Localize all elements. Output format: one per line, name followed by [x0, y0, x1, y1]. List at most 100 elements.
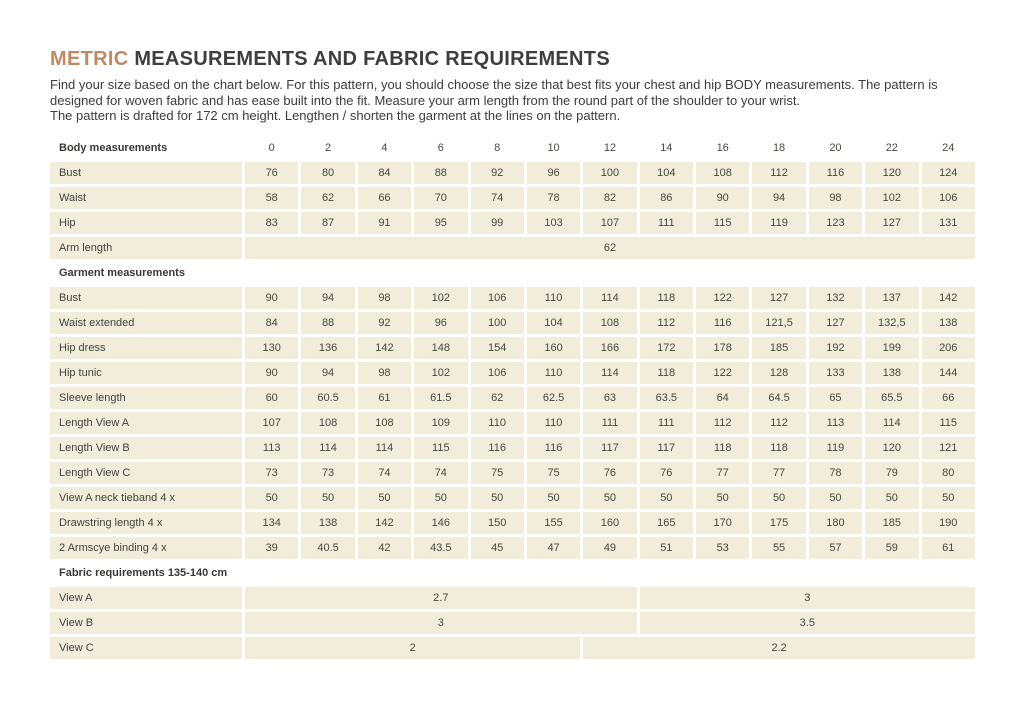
row-label: Length View A [50, 411, 242, 434]
value-cell: 128 [752, 361, 806, 384]
value-cell: 114 [357, 436, 412, 459]
row-label: Sleeve length [50, 386, 242, 409]
value-cell: 40.5 [301, 536, 355, 559]
value-cell: 61 [921, 536, 975, 559]
value-cell: 47 [526, 536, 581, 559]
value-cell: 130 [245, 336, 299, 359]
value-cell: 110 [526, 286, 581, 309]
value-cell: 42 [357, 536, 412, 559]
value-cell: 50 [921, 486, 975, 509]
value-cell: 206 [921, 336, 975, 359]
value-cell: 50 [583, 486, 637, 509]
body-row: Bust 76 80 84 88 92 96 100 104 108 112 116 120 124 [50, 161, 975, 184]
value-cell: 64.5 [752, 386, 806, 409]
value-cell: 110 [470, 411, 524, 434]
value-cell: 50 [865, 486, 919, 509]
row-label: Length View C [50, 461, 242, 484]
value-cell: 59 [865, 536, 919, 559]
value-cell: 96 [526, 161, 581, 184]
value-cell: 62 [301, 186, 355, 209]
value-cell: 150 [470, 511, 524, 534]
value-cell: 192 [808, 336, 863, 359]
value-cell: 50 [357, 486, 412, 509]
value-cell: 112 [752, 161, 806, 184]
value-cell: 62 [470, 386, 524, 409]
row-label: 2 Armscye binding 4 x [50, 536, 242, 559]
row-label: Drawstring length 4 x [50, 511, 242, 534]
fabric-span-cell: 2.7 [245, 586, 637, 609]
garment-row: Length View A 107 108 108 109 110 110 111 111 112… [50, 411, 975, 434]
value-cell: 117 [639, 436, 693, 459]
value-cell: 180 [808, 511, 863, 534]
row-label: View C [50, 636, 242, 659]
value-cell: 185 [752, 336, 806, 359]
value-cell: 94 [301, 361, 355, 384]
value-cell: 80 [921, 461, 975, 484]
value-cell: 114 [865, 411, 919, 434]
measurements-table: Body measurements 0 2 4 6 8 10 12 14 16 18 20 22 24 Bu… [47, 134, 978, 662]
value-cell: 66 [921, 386, 975, 409]
value-cell: 94 [301, 286, 355, 309]
size-cell: 16 [716, 141, 729, 154]
intro-paragraph-2: The pattern is drafted for 172 cm height… [50, 108, 621, 123]
measurements-table-body: Body measurements 0 2 4 6 8 10 12 14 16 18 20 22 24 Bu… [50, 137, 975, 659]
value-cell: 154 [470, 336, 524, 359]
value-cell: 88 [301, 311, 355, 334]
body-measurements-header: Body measurements [59, 141, 168, 154]
value-cell: 112 [639, 311, 693, 334]
value-cell: 120 [865, 436, 919, 459]
value-cell: 144 [921, 361, 975, 384]
garment-row: View A neck tieband 4 x 50 50 50 50 50 50 50 50 5… [50, 486, 975, 509]
row-label: Bust [50, 161, 242, 184]
value-cell: 133 [808, 361, 863, 384]
value-cell: 119 [752, 211, 806, 234]
row-label: View B [50, 611, 242, 634]
value-cell: 92 [470, 161, 524, 184]
value-cell: 148 [414, 336, 468, 359]
value-cell: 57 [808, 536, 863, 559]
garment-row: Bust 90 94 98 102 106 110 114 118 122 127 132 137 142 [50, 286, 975, 309]
garment-row: Length View C 73 73 74 74 75 75 76 76 77 77 78 79 80 [50, 461, 975, 484]
value-cell: 146 [414, 511, 468, 534]
size-cell: 18 [772, 141, 786, 154]
body-row: Hip 83 87 91 95 99 103 107 111 115 119 123 127 131 [50, 211, 975, 234]
value-cell: 108 [301, 411, 355, 434]
value-cell: 78 [526, 186, 581, 209]
value-cell: 84 [357, 161, 412, 184]
value-cell: 66 [357, 186, 412, 209]
value-cell: 100 [470, 311, 524, 334]
value-cell: 95 [414, 211, 468, 234]
value-cell: 136 [301, 336, 355, 359]
row-label: Hip dress [50, 336, 242, 359]
value-cell: 90 [245, 286, 299, 309]
value-cell: 84 [245, 311, 299, 334]
value-cell: 50 [414, 486, 468, 509]
value-cell: 127 [752, 286, 806, 309]
value-cell: 137 [865, 286, 919, 309]
fabric-span-cell: 2.2 [583, 636, 975, 659]
value-cell: 53 [696, 536, 750, 559]
body-row: Waist 58 62 66 70 74 78 82 86 90 94 98 102 106 [50, 186, 975, 209]
value-cell: 63 [583, 386, 637, 409]
value-cell: 116 [696, 311, 750, 334]
value-cell: 113 [245, 436, 299, 459]
value-cell: 138 [301, 511, 355, 534]
value-cell: 102 [865, 186, 919, 209]
value-cell: 165 [639, 511, 693, 534]
value-cell: 100 [583, 161, 637, 184]
value-cell: 88 [414, 161, 468, 184]
value-cell: 83 [245, 211, 299, 234]
value-cell: 142 [921, 286, 975, 309]
value-cell: 110 [526, 411, 581, 434]
page-title-accent: METRIC [50, 48, 129, 70]
garment-row: Hip dress 130 136 142 148 154 160 166 172 178 185 1… [50, 336, 975, 359]
value-cell: 108 [583, 311, 637, 334]
value-cell: 60 [245, 386, 299, 409]
value-cell: 99 [470, 211, 524, 234]
row-label: Hip [50, 211, 242, 234]
value-cell: 98 [808, 186, 863, 209]
value-cell: 116 [470, 436, 524, 459]
fabric-row: View C 2 2.2 [50, 636, 975, 659]
intro-text: Find your size based on the chart below.… [50, 77, 978, 124]
value-cell: 110 [526, 361, 581, 384]
